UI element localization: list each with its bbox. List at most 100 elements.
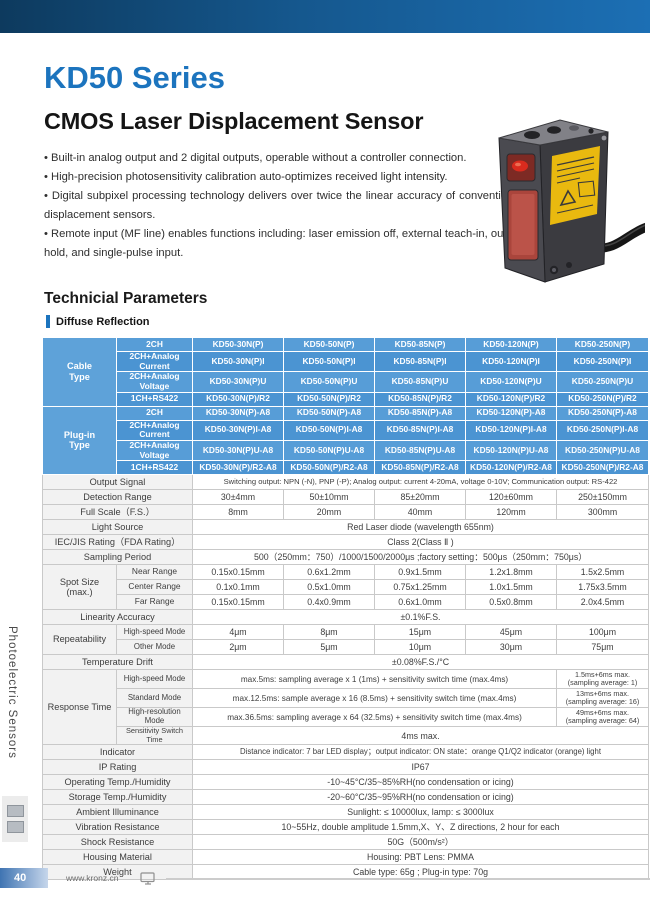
spec-value: 20mm [283,504,375,521]
spec-label: Vibration Resistance [42,819,193,836]
spec-sublabel: Sensitivity Switch Time [116,726,193,746]
spec-label: Output Signal [42,474,193,491]
spec-sublabel: High-speed Mode [116,624,193,641]
model-cell: KD50-85N(P)/R2 [374,391,466,407]
spec-sublabel: High-resolution Mode [116,707,193,728]
spec-label: Storage Temp./Humidity [42,789,193,806]
model-cell: KD50-85N(P) [374,337,466,352]
page-footer: 40 www.kronz.cn [0,866,650,890]
spec-value: 30μm [465,639,557,656]
spec-label: Light Source [42,519,193,536]
spec-value: 0.15x0.15mm [192,594,284,611]
spec-label: Response Time [42,669,117,746]
subsection-label: Diffuse Reflection [56,315,150,328]
model-cell: KD50-250N(P) [556,337,649,352]
spec-value: Sunlight: ≤ 10000lux, lamp: ≤ 3000lux [192,804,649,821]
spec-value: 4μm [192,624,284,641]
spec-label: Ambient Illuminance [42,804,193,821]
spec-value: 0.4x0.9mm [283,594,375,611]
footer-rule [166,878,650,880]
spec-value: 1.0x1.5mm [465,579,557,596]
spec-value: 500（250mm：750）/1000/1500/2000μs ;factory… [192,549,649,566]
section-heading: Technicial Parameters [44,290,208,307]
model-cell: KD50-250N(P)-A8 [556,405,649,421]
subsection-heading: Diffuse Reflection [46,315,150,328]
spec-value: 120±60mm [465,489,557,506]
spec-value: 4ms max. [192,726,649,746]
spec-label: Temperature Drift [42,654,193,671]
model-cell: KD50-50N(P)/R2 [283,391,375,407]
model-cell: KD50-250N(P)U [556,371,649,393]
spec-label: Detection Range [42,489,193,506]
model-cell: KD50-30N(P)U-A8 [192,439,284,462]
spec-sublabel: Other Mode [116,639,193,656]
spec-value: 1.2x1.8mm [465,564,557,581]
model-cell: KD50-120N(P)/R2 [465,391,557,407]
channel-option: 2CH+Analog Current [116,350,193,373]
page-number: 40 [0,868,48,888]
model-cell: KD50-30N(P)U [192,371,284,393]
spec-value: 120mm [465,504,557,521]
monitor-icon [140,872,155,885]
model-cell: KD50-85N(P)I [374,350,466,373]
cable-type-header: Cable Type [42,337,117,407]
spec-label: Operating Temp./Humidity [42,774,193,791]
model-cell: KD50-250N(P)/R2 [556,391,649,407]
spec-sublabel: Standard Mode [116,688,193,709]
model-cell: KD50-85N(P)U-A8 [374,439,466,462]
product-title: CMOS Laser Displacement Sensor [44,108,424,134]
spec-value: max.12.5ms: sample average x 16 (8.5ms) … [192,688,557,709]
spec-value: ±0.1%F.S. [192,609,649,626]
model-cell: KD50-120N(P) [465,337,557,352]
spec-label: IP Rating [42,759,193,776]
model-cell: KD50-250N(P)I-A8 [556,419,649,441]
spec-value: 2.0x4.5mm [556,594,649,611]
series-title: KD50 Series [44,60,225,95]
spec-value: 0.6x1.2mm [283,564,375,581]
model-cell: KD50-85N(P)-A8 [374,405,466,421]
spec-value: 50±10mm [283,489,375,506]
model-cell: KD50-120N(P)U [465,371,557,393]
model-cell: KD50-30N(P)/R2 [192,391,284,407]
spec-label: Sampling Period [42,549,193,566]
channel-option: 2CH+Analog Voltage [116,371,193,393]
model-cell: KD50-250N(P)I [556,350,649,373]
model-cell: KD50-120N(P)/R2-A8 [465,460,557,476]
spec-value: 0.5x1.0mm [283,579,375,596]
sensor-chip-icon [6,805,24,817]
channel-option: 2CH+Analog Voltage [116,439,193,462]
spec-value: 1.75x3.5mm [556,579,649,596]
model-cell: KD50-50N(P)I-A8 [283,419,375,441]
spec-value: 300mm [556,504,649,521]
spec-sublabel: High-speed Mode [116,669,193,690]
spec-value: 10μm [374,639,466,656]
spec-label: Linearity Accuracy [42,609,193,626]
spec-value: max.5ms: sampling average x 1 (1ms) + se… [192,669,557,690]
feature-item: • High-precision photosensitivity calibr… [44,171,448,183]
model-cell: KD50-50N(P)I [283,350,375,373]
top-banner [0,0,650,33]
spec-value: 50G（500m/s²） [192,834,649,851]
spec-value: 8mm [192,504,284,521]
website-link[interactable]: www.kronz.cn [66,873,119,883]
spec-sublabel: Far Range [116,594,193,611]
spec-value: -10~45°C/35~85%RH(no condensation or ici… [192,774,649,791]
model-cell: KD50-120N(P)U-A8 [465,439,557,462]
spec-value: 30±4mm [192,489,284,506]
spec-sublabel: Near Range [116,564,193,581]
model-cell: KD50-50N(P)U [283,371,375,393]
spec-value: 15μm [374,624,466,641]
spec-note: 13ms+6ms max. (sampling average: 16) [556,688,649,709]
spec-value: 0.15x0.15mm [192,564,284,581]
model-cell: KD50-120N(P)I-A8 [465,419,557,441]
model-cell: KD50-50N(P)U-A8 [283,439,375,462]
channel-option: 2CH [116,405,193,421]
spec-value: 0.75x1.25mm [374,579,466,596]
spec-value: Switching output: NPN (-N), PNP (-P); An… [192,474,649,491]
model-cell: KD50-30N(P) [192,337,284,352]
channel-option: 1CH+RS422 [116,391,193,407]
sidebar-category-label: Photoelectric Sensors [6,626,18,759]
model-cell: KD50-85N(P)U [374,371,466,393]
model-cell: KD50-50N(P) [283,337,375,352]
